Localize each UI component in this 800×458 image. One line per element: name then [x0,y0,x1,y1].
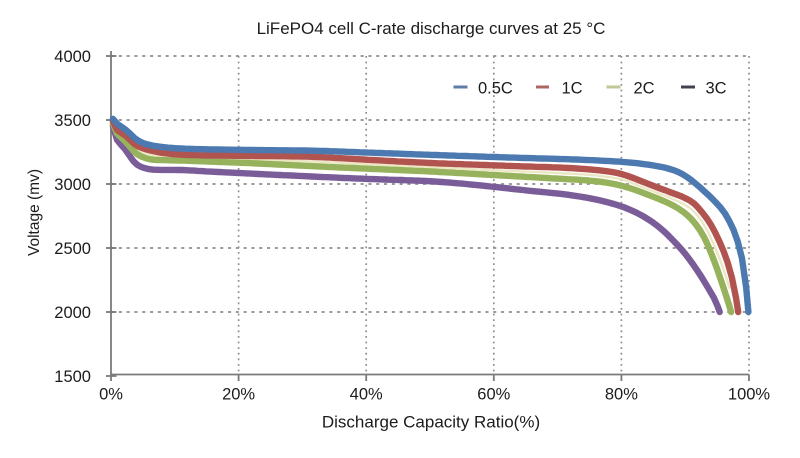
svg-text:4000: 4000 [54,48,91,66]
svg-text:1C: 1C [562,80,583,98]
svg-text:80%: 80% [605,386,638,404]
svg-text:20%: 20% [222,386,255,404]
svg-text:2C: 2C [634,80,655,98]
svg-text:40%: 40% [350,386,383,404]
svg-text:1500: 1500 [54,368,91,386]
svg-text:100%: 100% [728,386,771,404]
svg-text:3000: 3000 [54,176,91,194]
svg-text:0.5C: 0.5C [478,80,513,98]
svg-text:60%: 60% [477,386,510,404]
svg-text:3C: 3C [706,80,727,98]
svg-text:LiFePO4 cell C-rate discharge: LiFePO4 cell C-rate discharge curves at … [257,19,606,38]
svg-text:0%: 0% [99,386,123,404]
svg-text:2000: 2000 [54,304,91,322]
svg-text:Discharge Capacity Ratio(%): Discharge Capacity Ratio(%) [322,413,540,432]
svg-text:Voltage (mv): Voltage (mv) [26,169,43,256]
svg-text:2500: 2500 [54,240,91,258]
svg-text:3500: 3500 [54,112,91,130]
